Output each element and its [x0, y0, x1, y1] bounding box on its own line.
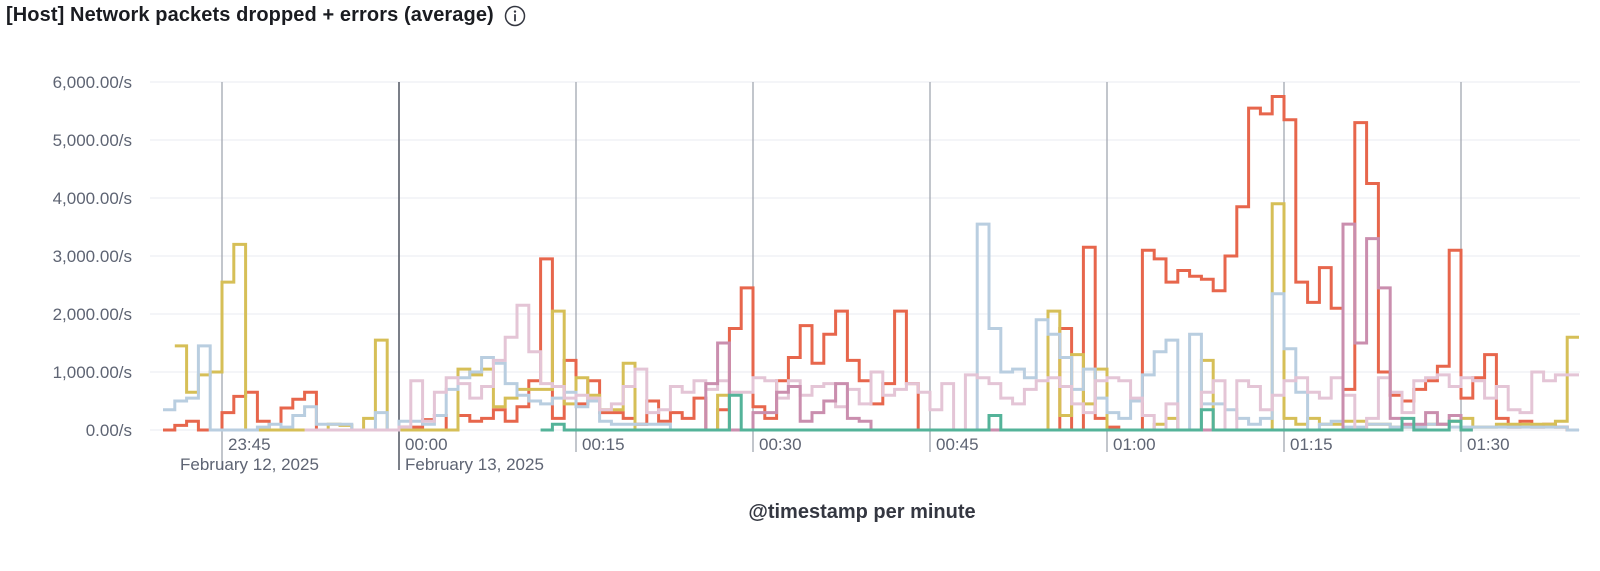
x-tick-label: 01:00	[1113, 435, 1156, 454]
info-circle-icon[interactable]	[504, 5, 526, 27]
chart-axes: 0.00/s 1,000.00/s 2,000.00/s 3,000.00/s 4,00…	[53, 73, 1510, 474]
x-tick-label: 00:30	[759, 435, 802, 454]
panel-header: [Host] Network packets dropped + errors …	[6, 4, 526, 27]
series-line-5	[694, 222, 1473, 432]
y-tick-label: 4,000.00/s	[53, 189, 132, 208]
x-tick-label: 00:15	[582, 435, 625, 454]
x-date-label: February 12, 2025	[180, 455, 319, 474]
x-date-label: February 13, 2025	[405, 455, 544, 474]
y-tick-label: 6,000.00/s	[53, 73, 132, 92]
x-tick-label: 00:00	[405, 435, 448, 454]
x-tick-label: 23:45	[228, 435, 271, 454]
y-tick-label: 1,000.00/s	[53, 363, 132, 382]
x-tick-label: 01:15	[1290, 435, 1333, 454]
series-line-6	[540, 393, 1473, 432]
x-axis-title: @timestamp per minute	[748, 501, 975, 523]
y-tick-label: 0.00/s	[86, 421, 132, 440]
y-tick-label: 2,000.00/s	[53, 305, 132, 324]
series-line-4	[304, 303, 1579, 432]
y-tick-label: 3,000.00/s	[53, 247, 132, 266]
x-tick-label: 00:45	[936, 435, 979, 454]
y-tick-label: 5,000.00/s	[53, 131, 132, 150]
x-tick-label: 01:30	[1467, 435, 1510, 454]
panel-title: [Host] Network packets dropped + errors …	[6, 4, 494, 26]
series-line-3	[163, 222, 1579, 432]
chart-series	[163, 95, 1579, 432]
